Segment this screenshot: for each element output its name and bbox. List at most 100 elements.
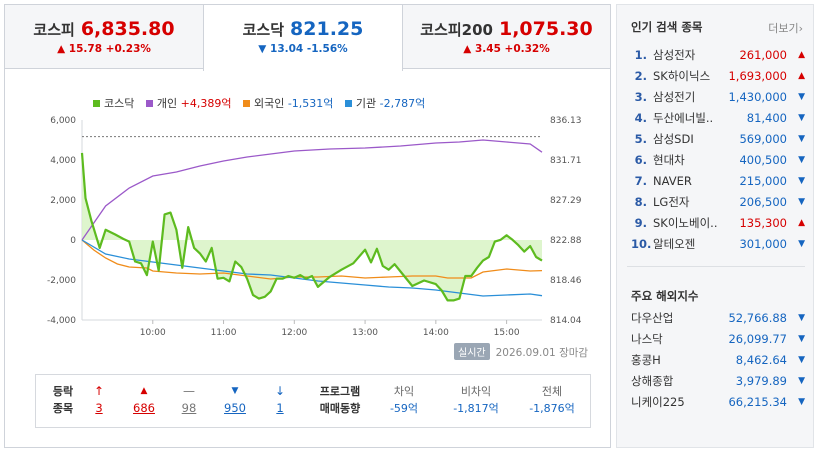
fall-count[interactable]: 950 [224, 401, 246, 415]
sidebar: 인기 검색 종목 더보기› 1. 삼성전자 261,000 ▲ 2. SK하이닉스 1,69… [616, 4, 814, 448]
breadth-label: 등락 종목 [46, 383, 80, 417]
foreign-index-name[interactable]: 상해종합 [631, 374, 674, 388]
popular-stock-name[interactable]: LG전자 [653, 195, 690, 209]
popular-stock-name[interactable]: SK하이닉스 [653, 69, 711, 83]
popular-stock-rank: 8. [634, 195, 647, 209]
foreign-index-row[interactable]: 니케이225 66,215.34 ▼ [631, 392, 807, 413]
down-arrow-icon: ▼ [798, 334, 805, 344]
popular-stock-name[interactable]: 삼성전자 [653, 48, 696, 62]
foreign-index-row[interactable]: 상해종합 3,979.89 ▼ [631, 371, 807, 392]
series-line-foreign [81, 239, 543, 280]
tab-kospi-name: 코스피 [33, 21, 75, 39]
popular-stock-rank: 9. [634, 216, 647, 230]
popular-stock-price: 400,500 [739, 153, 787, 167]
more-link[interactable]: 더보기› [768, 20, 803, 36]
breadth-unchanged: — 98 [169, 383, 209, 417]
market-breadth-box: 등락 종목 ↑ 3 ▲ 686 — 98 ▼ 950 ↓ 1 [35, 374, 591, 428]
y-left-tick-label: 4,000 [50, 156, 76, 166]
program-arbitrage: 차익 -59억 [379, 383, 429, 417]
popular-stock-price: 206,500 [739, 195, 787, 209]
foreign-index-name[interactable]: 다우산업 [631, 311, 674, 325]
popular-stock-rank: 3. [634, 90, 647, 104]
legend-label-kosdaq: 코스닥 [104, 97, 135, 110]
popular-stock-name[interactable]: 현대차 [653, 153, 685, 167]
popular-stock-row[interactable]: 5. 삼성SDI 569,000 ▼ [631, 129, 807, 150]
rise-icon: ▲ [140, 386, 148, 396]
unchanged-count[interactable]: 98 [181, 401, 197, 415]
up-arrow-icon: ▲ [798, 50, 805, 60]
foreign-index-value: 26,099.77 [728, 332, 787, 346]
popular-stock-name[interactable]: 삼성전기 [653, 90, 696, 104]
popular-stock-price: 301,000 [739, 237, 787, 251]
program-non-arbitrage-value: -1,817억 [453, 402, 499, 415]
down-arrow-icon: ▼ [798, 376, 805, 386]
foreign-index-row[interactable]: 나스닥 26,099.77 ▼ [631, 329, 807, 350]
legend-label-institution: 기관 [355, 97, 377, 110]
breadth-rise: ▲ 686 [124, 383, 164, 417]
foreign-index-name[interactable]: 니케이225 [631, 395, 685, 409]
series-line-institution [81, 239, 543, 297]
upper-limit-icon: ↑ [93, 384, 105, 398]
popular-stock-price: 81,400 [746, 111, 787, 125]
tab-kospi200-value: 1,075.30 [498, 18, 593, 40]
tab-kospi[interactable]: 코스피 6,835.80 ▲ 15.78 +0.23% [5, 5, 203, 69]
series-line-individual [81, 139, 543, 241]
popular-stock-name[interactable]: SK이노베이.. [653, 216, 718, 230]
index-panel: 코스피 6,835.80 ▲ 15.78 +0.23% 코스닥 821.25 ▼ 1… [4, 4, 611, 448]
popular-stock-name[interactable]: NAVER [653, 174, 692, 188]
y-right-tick-label: 827.29 [550, 196, 582, 206]
upper-limit-count[interactable]: 3 [95, 401, 103, 415]
x-tick-label: 10:00 [140, 328, 166, 338]
unchanged-icon: — [183, 384, 195, 398]
foreign-index-row[interactable]: 홍콩H 8,462.64 ▼ [631, 350, 807, 371]
rise-count[interactable]: 686 [133, 401, 155, 415]
foreign-index-row[interactable]: 다우산업 52,766.88 ▼ [631, 308, 807, 329]
popular-stock-name[interactable]: 알테오젠 [653, 237, 696, 251]
tab-kosdaq[interactable]: 코스닥 821.25 ▼ 13.04 -1.56% [203, 5, 403, 71]
y-left-tick-label: 2,000 [50, 196, 76, 206]
popular-stock-row[interactable]: 10. 알테오젠 301,000 ▼ [631, 234, 807, 255]
lower-limit-count[interactable]: 1 [276, 401, 284, 415]
breadth-upper-limit: ↑ 3 [79, 383, 119, 417]
popular-stock-row[interactable]: 2. SK하이닉스 1,693,000 ▲ [631, 66, 807, 87]
down-arrow-icon: ▼ [798, 239, 805, 249]
popular-stocks-list: 1. 삼성전자 261,000 ▲ 2. SK하이닉스 1,693,000 ▲ 3. 삼성전기 1,… [631, 45, 807, 255]
popular-stock-rank: 10. [631, 237, 652, 251]
program-label-top: 프로그램 [319, 385, 361, 398]
foreign-indices-title: 주요 해외지수 [631, 289, 699, 303]
down-arrow-icon: ▼ [798, 134, 805, 144]
popular-stock-name[interactable]: 두산에너빌.. [653, 111, 714, 125]
x-tick-label: 12:00 [281, 328, 307, 338]
legend-label-individual: 개인 [156, 97, 178, 110]
program-total-head: 전체 [541, 385, 563, 398]
chevron-right-icon: › [798, 22, 803, 35]
legend-change-institution: -2,787억 [379, 97, 426, 110]
popular-stock-name[interactable]: 삼성SDI [653, 132, 694, 146]
foreign-index-name[interactable]: 나스닥 [631, 332, 663, 346]
program-total: 전체 -1,876억 [520, 383, 584, 417]
popular-stock-row[interactable]: 6. 현대차 400,500 ▼ [631, 150, 807, 171]
popular-stock-row[interactable]: 4. 두산에너빌.. 81,400 ▼ [631, 108, 807, 129]
tab-kospi200-change: ▲ 3.45 +0.32% [463, 43, 550, 55]
fall-icon: ▼ [231, 386, 239, 396]
legend-swatch-individual [145, 99, 153, 107]
popular-stock-row[interactable]: 9. SK이노베이.. 135,300 ▲ [631, 213, 807, 234]
down-arrow-icon: ▼ [798, 113, 805, 123]
popular-stock-row[interactable]: 7. NAVER 215,000 ▼ [631, 171, 807, 192]
popular-stock-row[interactable]: 8. LG전자 206,500 ▼ [631, 192, 807, 213]
popular-stock-row[interactable]: 1. 삼성전자 261,000 ▲ [631, 45, 807, 66]
x-tick-label: 13:00 [352, 328, 378, 338]
popular-stock-row[interactable]: 3. 삼성전기 1,430,000 ▼ [631, 87, 807, 108]
foreign-index-name[interactable]: 홍콩H [631, 353, 661, 367]
popular-stock-rank: 1. [634, 48, 647, 62]
tab-kospi200[interactable]: 코스피200 1,075.30 ▲ 3.45 +0.32% [403, 5, 610, 69]
popular-stock-rank: 2. [634, 69, 647, 83]
legend-item-foreign: 외국인 -1,531억 [242, 95, 333, 111]
program-non-arbitrage: 비차익 -1,817억 [444, 383, 508, 417]
down-arrow-icon: ▼ [798, 397, 805, 407]
chart-legend: 코스닥 개인 +4,389억 외국인 -1,531억 기관 -2,787억 [93, 95, 433, 111]
program-label-bottom: 매매동향 [319, 402, 361, 415]
breadth-fall: ▼ 950 [215, 383, 255, 417]
y-right-tick-label: 836.13 [550, 116, 582, 126]
x-tick-label: 14:00 [423, 328, 449, 338]
